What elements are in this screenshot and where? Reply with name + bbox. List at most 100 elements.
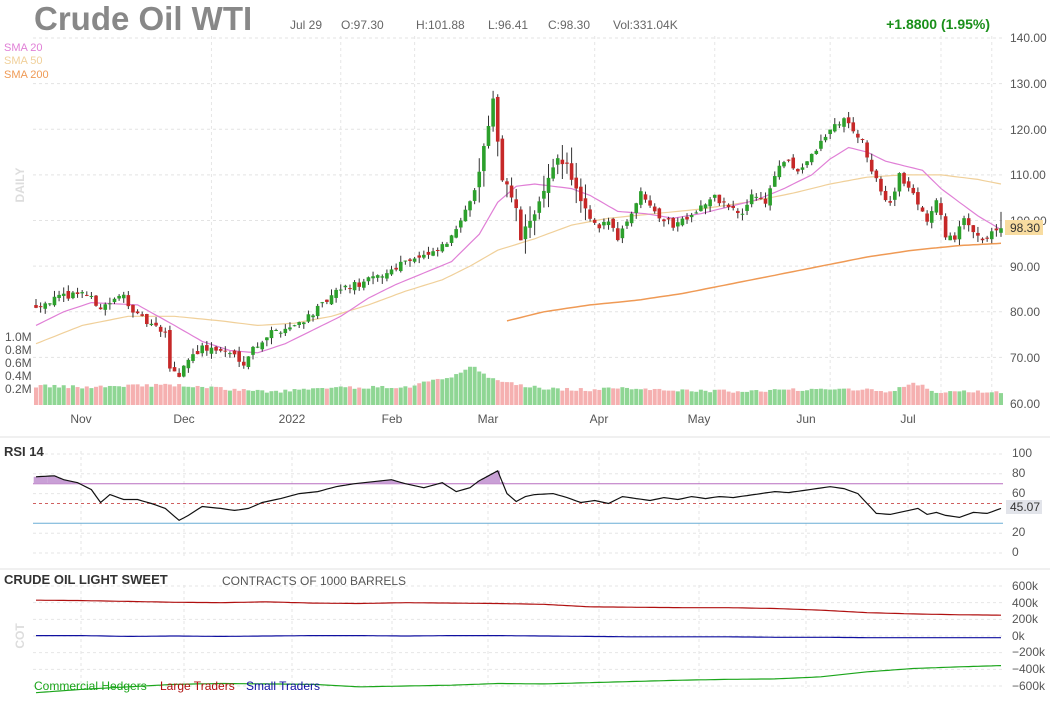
volume-bar [241,389,246,405]
candle-body [108,303,112,305]
volume-bar [869,389,874,405]
volume-bar [781,389,786,405]
volume-bar [449,377,454,405]
volume-bar [380,385,385,405]
volume-bar [500,381,505,405]
volume-bar [698,389,703,405]
candle-body [883,190,888,201]
volume-bar [301,388,306,405]
candle-body [126,295,131,307]
header-low: L:96.41 [488,18,528,32]
volume-bar [938,393,943,405]
candle-body [675,222,680,227]
candle-body [181,365,186,377]
cot-tick-label: 400k [1012,596,1039,610]
volume-bar [966,392,971,405]
candle-body [274,330,278,332]
volume-bar [334,387,339,405]
volume-bar [560,390,565,405]
volume-bar [569,390,574,405]
volume-bar [588,391,593,405]
volume-bar [177,384,182,405]
volume-bar [190,387,195,405]
candle-body [712,194,717,198]
candle-body [371,276,375,279]
candle-body [976,232,980,236]
candle-body [71,292,75,299]
candle-body [260,342,265,350]
volume-bar [541,389,546,405]
month-label: Mar [478,412,499,426]
candle-body [214,346,218,351]
volume-bar [555,388,560,405]
volume-bar [925,388,930,405]
sma200-line [506,242,1002,322]
volume-bar [962,390,967,405]
volume-bar [320,387,325,405]
volume-bar [347,386,352,405]
volume-bar [855,390,860,405]
candle-body [985,237,989,239]
volume-bar [251,390,256,405]
volume-bar [888,391,893,405]
volume-bar [117,386,122,405]
price-tick-label: 130.00 [1010,77,1047,91]
volume-bar [495,380,500,405]
volume-bar [274,390,279,405]
volume-bar [546,389,551,405]
volume-bar [371,385,376,405]
candle-body [893,191,897,200]
volume-bar [172,386,177,405]
volume-bar [264,392,269,405]
candle-body [759,197,763,199]
volume-bar [865,388,870,405]
volume-bar [791,388,796,405]
candle-body [602,221,606,226]
volume-bar [749,390,754,405]
volume-bar [777,389,782,405]
volume-bar [421,381,426,405]
volume-bar [911,382,916,405]
volume-bar [837,388,842,405]
candle-body [491,98,495,127]
volume-bar [149,386,154,405]
candle-body [823,136,828,141]
candle-body [925,213,929,222]
cot-legend-large: Large Traders [160,679,235,693]
volume-bar [629,389,634,405]
candle-body [357,282,362,287]
candle-body [592,219,597,223]
volume-bar [52,384,57,405]
candle-body [666,218,671,220]
volume-bar [786,389,791,405]
candle-body [112,298,117,303]
candle-body [311,315,315,318]
candle-body [269,330,274,339]
candle-body [195,351,200,355]
rsi-title: RSI 14 [4,444,45,459]
volume-bar [583,390,588,405]
candle-body [297,322,301,325]
volume-bar [957,391,962,405]
volume-tick-label: 0.6M [5,356,32,370]
rsi-tick-label: 60 [1012,486,1026,500]
volume-bar [620,387,625,405]
candle-body [597,224,602,229]
volume-bar [846,388,851,405]
volume-bar [666,390,671,405]
volume-bar [615,388,620,405]
sma50-line [35,174,1002,345]
volume-bar [745,391,750,405]
volume-bar [994,391,999,405]
candle-body [472,190,477,201]
volume-bar [324,388,329,405]
volume-bar [338,386,343,405]
candle-body [879,178,883,192]
candle-body [703,204,708,209]
volume-bar [708,392,713,405]
candle-body [523,226,528,240]
volume-bar [504,382,509,405]
volume-bar [601,387,606,405]
candle-body [685,216,689,220]
volume-bar [200,386,205,405]
